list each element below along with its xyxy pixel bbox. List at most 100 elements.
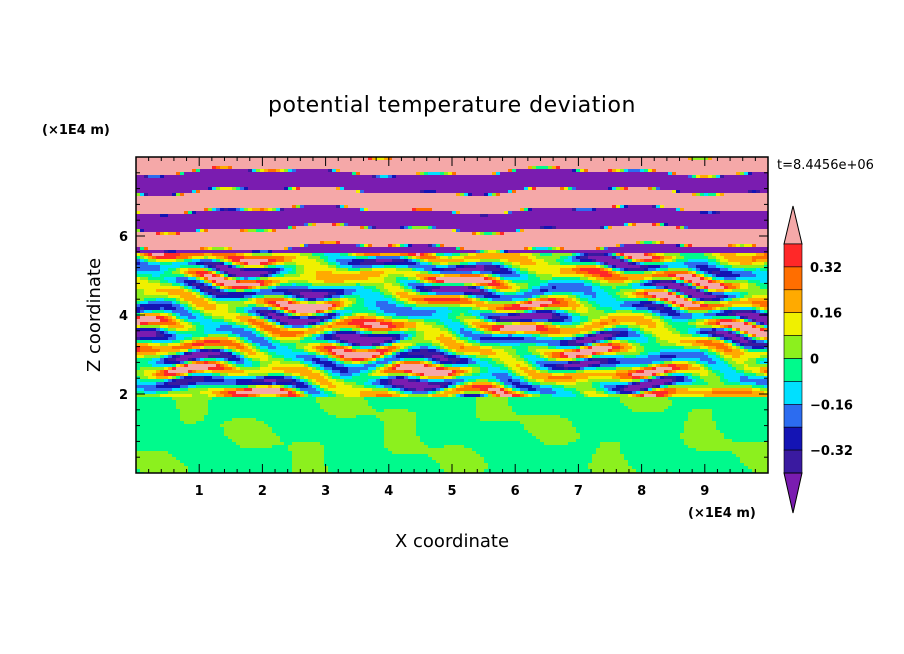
contour-cell xyxy=(228,391,237,395)
contour-cell xyxy=(276,262,285,266)
contour-cell xyxy=(392,244,397,248)
contour-cell xyxy=(324,295,329,299)
contour-cell xyxy=(752,310,757,314)
contour-cell xyxy=(380,379,389,383)
contour-cell xyxy=(168,313,173,317)
contour-cell xyxy=(592,322,601,326)
contour-cell xyxy=(432,340,441,344)
contour-cell xyxy=(180,319,185,323)
contour-cell xyxy=(680,289,697,293)
contour-cell xyxy=(668,292,673,296)
contour-cell xyxy=(716,211,721,215)
contour-cell xyxy=(340,205,345,209)
contour-cell xyxy=(512,388,517,392)
contour-cell xyxy=(268,340,273,344)
contour-cell xyxy=(620,271,625,275)
contour-cell xyxy=(580,331,589,335)
contour-cell xyxy=(596,277,605,281)
contour-cell xyxy=(732,328,737,332)
contour-cell xyxy=(384,367,389,371)
contour-cell xyxy=(616,310,633,314)
contour-cell xyxy=(400,244,405,248)
contour-cell xyxy=(392,283,401,287)
contour-cell xyxy=(312,325,317,329)
contour-cell xyxy=(744,295,753,299)
contour-cell xyxy=(560,268,573,272)
contour-cell xyxy=(184,343,193,347)
contour-cell xyxy=(472,307,481,311)
contour-cell xyxy=(448,355,457,359)
contour-cell xyxy=(716,424,768,428)
contour-cell xyxy=(400,346,405,350)
contour-cell xyxy=(448,385,453,389)
contour-cell xyxy=(452,364,469,368)
contour-cell xyxy=(504,391,509,395)
contour-cell xyxy=(136,256,141,260)
contour-cell xyxy=(160,175,165,179)
contour-cell xyxy=(728,307,733,311)
contour-cell xyxy=(256,325,261,329)
contour-cell xyxy=(660,223,665,227)
contour-cell xyxy=(332,307,337,311)
contour-cell xyxy=(700,364,705,368)
contour-cell xyxy=(392,355,397,359)
contour-cell xyxy=(328,298,333,302)
contour-cell xyxy=(320,382,333,386)
contour-cell xyxy=(164,331,169,335)
contour-cell xyxy=(396,385,405,389)
contour-cell xyxy=(340,316,345,320)
contour-cell xyxy=(392,295,397,299)
contour-cell xyxy=(620,445,689,449)
contour-cell xyxy=(168,232,177,236)
contour-cell xyxy=(740,316,745,320)
contour-cell xyxy=(596,367,617,371)
contour-cell xyxy=(492,286,497,290)
contour-cell xyxy=(476,409,513,413)
contour-cell xyxy=(552,313,557,317)
contour-cell xyxy=(212,280,217,284)
contour-cell xyxy=(296,268,305,272)
contour-cell xyxy=(532,376,549,380)
contour-cell xyxy=(304,298,309,302)
contour-cell xyxy=(488,466,589,470)
contour-cell xyxy=(244,268,281,272)
contour-cell xyxy=(592,457,625,461)
contour-cell xyxy=(184,463,293,467)
contour-cell xyxy=(136,265,161,269)
contour-cell xyxy=(428,226,433,230)
contour-cell xyxy=(364,322,381,326)
contour-cell xyxy=(580,436,681,440)
contour-cell xyxy=(556,310,565,314)
contour-cell xyxy=(448,394,453,398)
contour-cell xyxy=(736,277,768,281)
contour-cell xyxy=(300,394,305,398)
contour-cell xyxy=(272,334,281,338)
contour-cell xyxy=(136,292,145,296)
contour-cell xyxy=(448,328,453,332)
contour-cell xyxy=(660,187,768,191)
contour-cell xyxy=(408,379,417,383)
contour-cell xyxy=(220,391,229,395)
contour-cell xyxy=(208,265,213,269)
contour-cell xyxy=(732,367,737,371)
contour-cell xyxy=(628,460,741,464)
contour-cell xyxy=(648,355,661,359)
contour-cell xyxy=(348,304,353,308)
contour-cell xyxy=(136,274,153,278)
contour-cell xyxy=(252,208,261,212)
contour-cell xyxy=(280,307,285,311)
contour-cell xyxy=(576,187,609,191)
contour-cell xyxy=(428,253,433,257)
x-tick-label: 1 xyxy=(195,484,204,499)
contour-cell xyxy=(552,286,557,290)
contour-cell xyxy=(272,361,281,365)
contour-cell xyxy=(392,349,397,353)
contour-cell xyxy=(708,289,717,293)
contour-cell xyxy=(356,382,365,386)
contour-cell xyxy=(764,340,768,344)
contour-cell xyxy=(652,169,657,173)
contour-cell xyxy=(140,259,145,263)
contour-cell xyxy=(664,262,685,266)
contour-cell xyxy=(252,289,261,293)
contour-cell xyxy=(284,385,289,389)
